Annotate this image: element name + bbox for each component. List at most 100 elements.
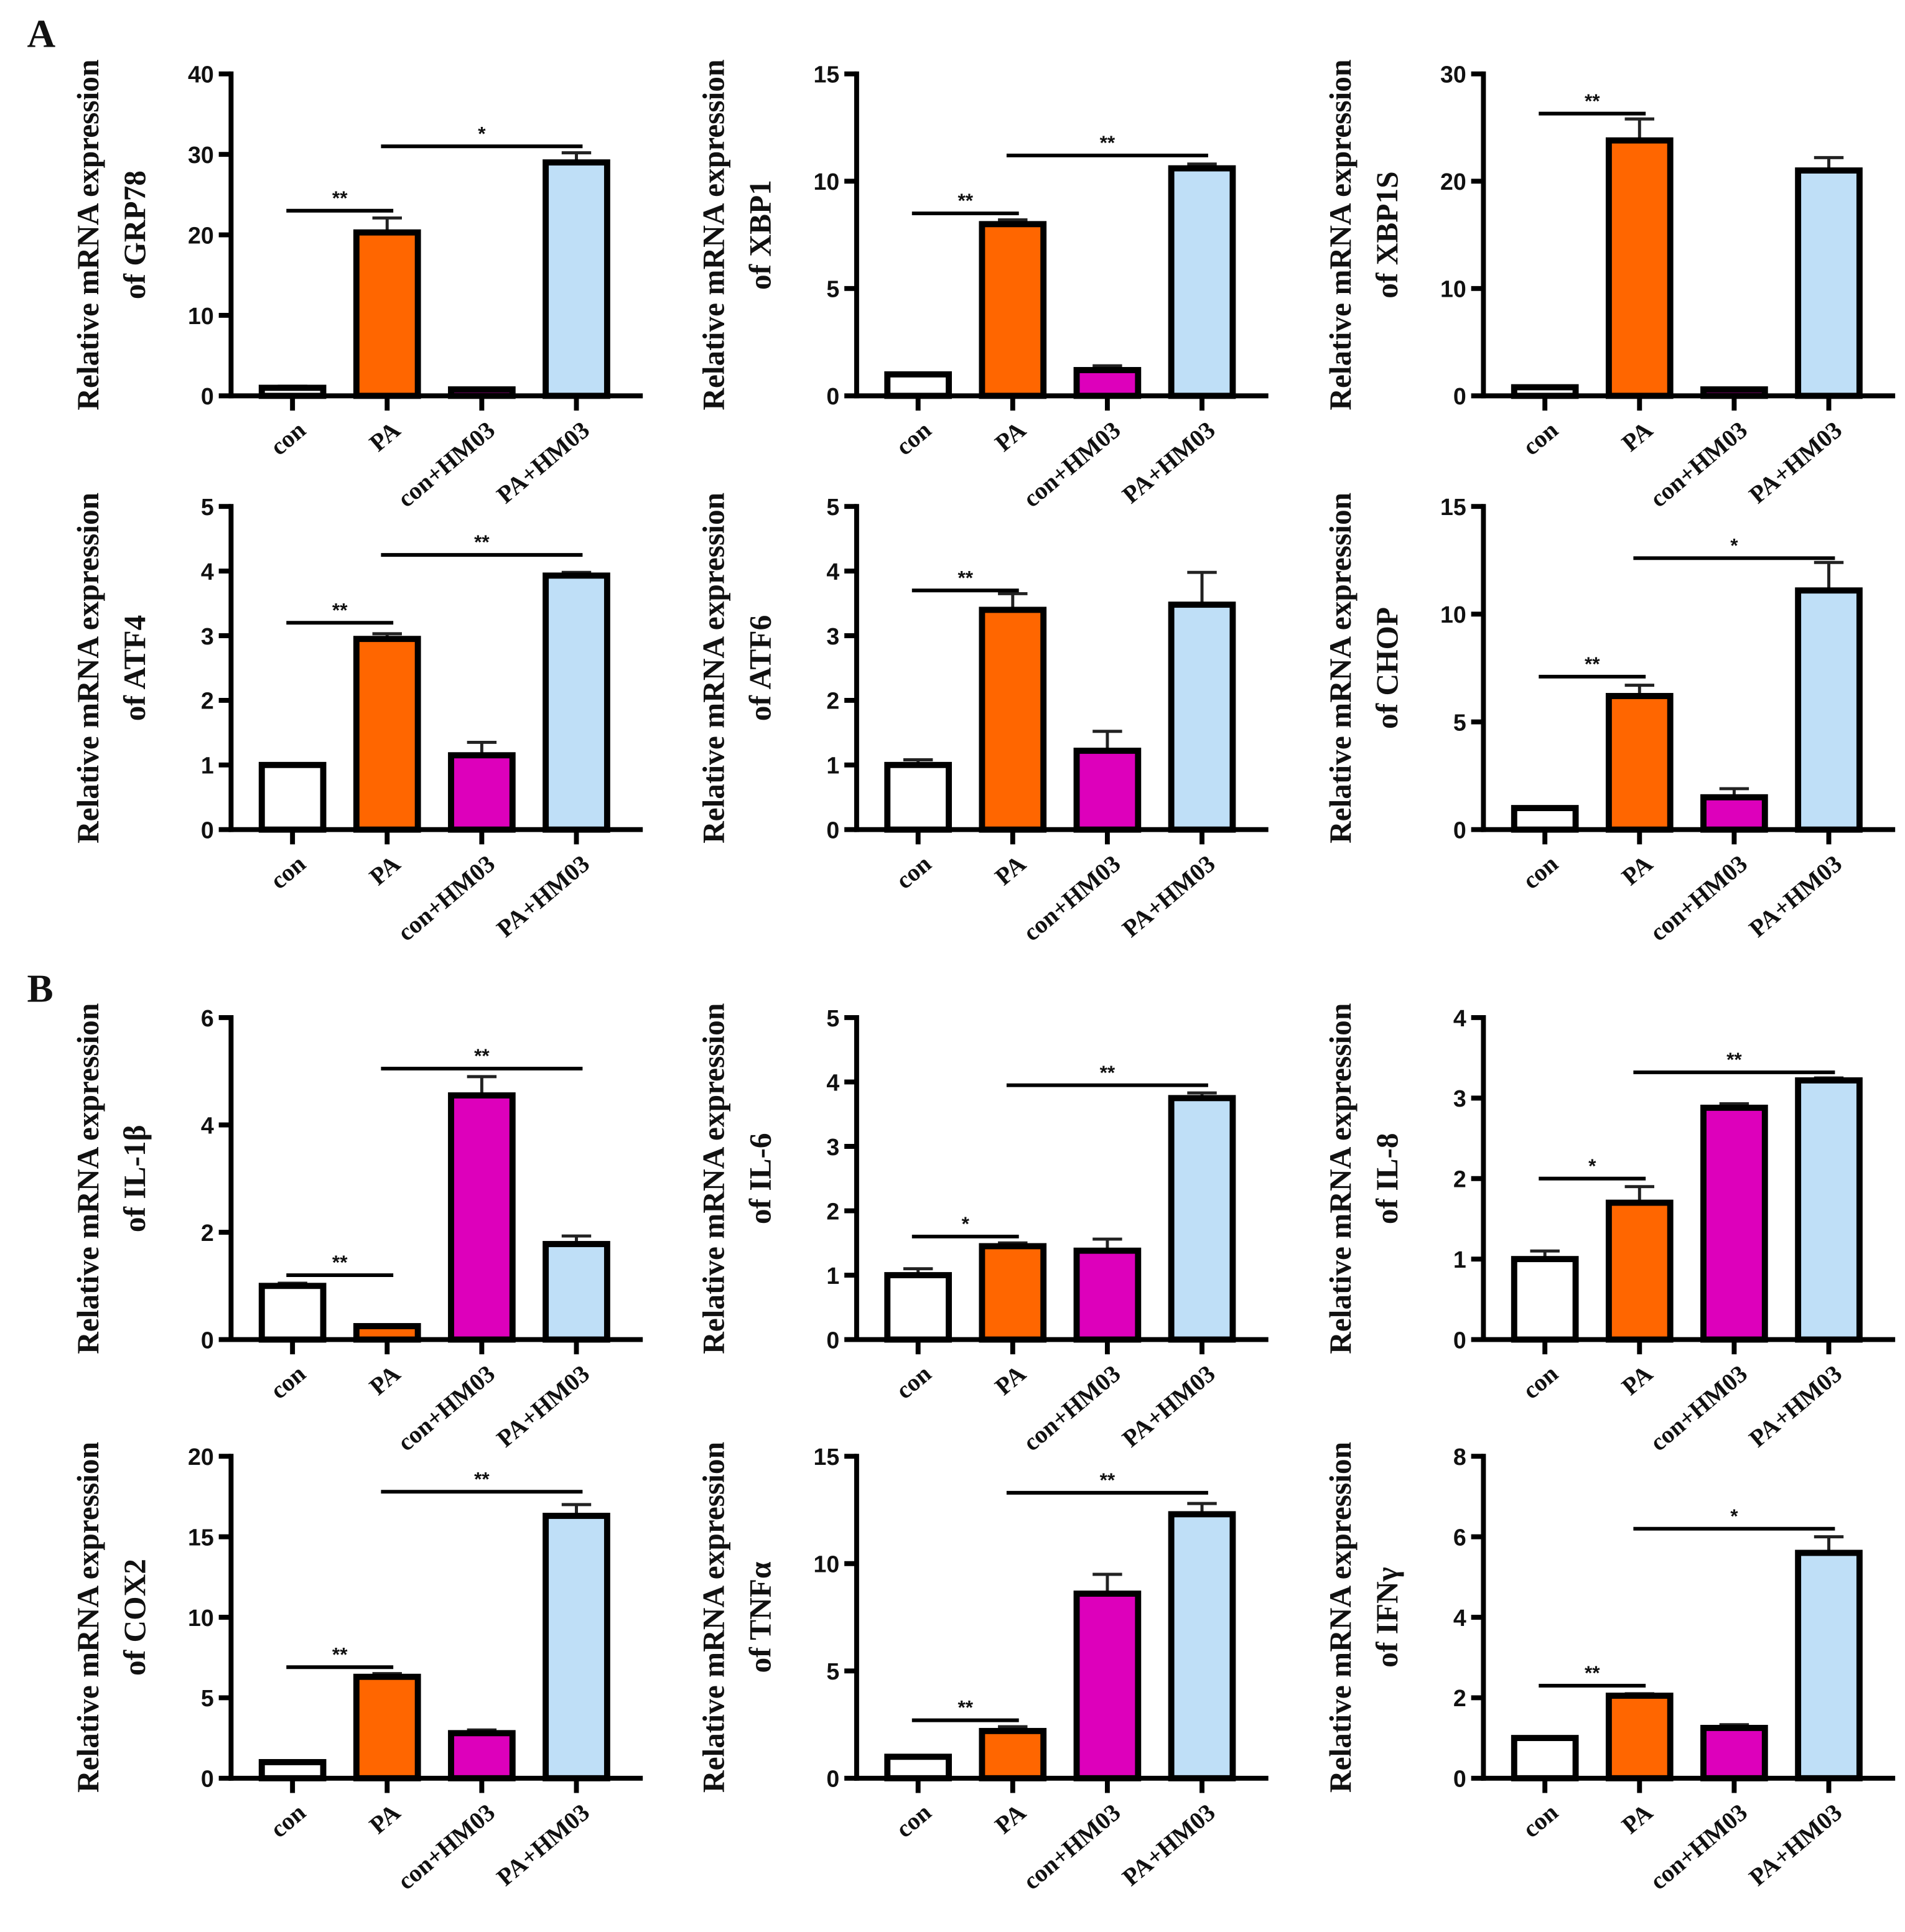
y-tick-label: 40 (188, 62, 214, 88)
significance-label: ** (474, 531, 490, 553)
bar-pa-hm03 (1168, 1511, 1236, 1781)
y-tick-label: 0 (201, 383, 214, 409)
x-tick-label: con (265, 416, 311, 461)
bar-pa-hm03 (1795, 1077, 1863, 1343)
significance-label: ** (332, 1251, 348, 1273)
y-tick-label: 3 (826, 1134, 839, 1160)
y-axis-label: Relative mRNA expression (71, 60, 105, 411)
y-axis-label: Relative mRNA expression (697, 493, 731, 843)
bar-pa (353, 636, 421, 833)
x-tick-label: con+HM03 (1018, 1360, 1125, 1456)
y-tick-label: 4 (826, 1069, 839, 1095)
y-axis-label: of COX2 (118, 1559, 152, 1676)
chart-panel: Relative mRNA expression of IL-1β 0 2 4 6 con P… (71, 1003, 643, 1456)
bar-pa (353, 1323, 421, 1343)
significance-label: ** (957, 566, 973, 588)
chart-panel: Relative mRNA expression of IL-8 0 1 2 3 4 con P… (1323, 1003, 1896, 1456)
y-tick-label: 20 (1440, 169, 1466, 195)
x-tick-label: PA+HM03 (1744, 850, 1847, 942)
bar-pa-hm03 (1168, 601, 1236, 833)
y-tick-label: 0 (826, 1766, 839, 1792)
y-axis-label: of IFNγ (1370, 1567, 1404, 1668)
x-tick-label: PA+HM03 (1744, 1798, 1847, 1891)
bar-con-hm03 (1073, 1247, 1142, 1343)
x-tick-label: PA (1616, 1360, 1658, 1401)
panel-label-a: A (27, 12, 55, 55)
y-axis-label: Relative mRNA expression (697, 1003, 731, 1354)
y-axis-label: Relative mRNA expression (1323, 1003, 1358, 1354)
y-axis-label: of IL-6 (743, 1133, 778, 1224)
x-tick-label: con+HM03 (1018, 416, 1125, 513)
y-tick-label: 30 (1440, 62, 1466, 88)
bar-pa (979, 1243, 1047, 1343)
x-tick-label: PA (990, 416, 1032, 457)
x-tick-label: PA+HM03 (491, 416, 595, 509)
y-axis-label: of XBP1S (1370, 171, 1404, 298)
bar-pa-hm03 (1795, 1549, 1863, 1781)
significance-label: ** (1100, 1061, 1116, 1084)
x-tick-label: con (1517, 1360, 1563, 1405)
bar-con (258, 1283, 327, 1343)
y-tick-label: 6 (201, 1005, 214, 1031)
x-tick-label: con (891, 850, 937, 894)
bar-con (1511, 1735, 1579, 1781)
x-tick-label: con (1517, 850, 1563, 894)
bar-pa-hm03 (1168, 1095, 1236, 1343)
chart-panel: Relative mRNA expression of IL-6 0 1 2 3 4 5 con… (697, 1003, 1269, 1456)
y-tick-label: 0 (1453, 383, 1466, 409)
significance-label: ** (1100, 131, 1116, 154)
bar-con-hm03 (1700, 386, 1768, 399)
bar-con-hm03 (448, 1092, 516, 1343)
y-tick-label: 5 (826, 494, 839, 520)
x-tick-label: con+HM03 (1645, 1360, 1753, 1456)
significance-label: ** (332, 598, 348, 621)
chart-panel: Relative mRNA expression of IFNγ 0 2 4 6 8 con P… (1323, 1442, 1896, 1895)
chart-panel: Relative mRNA expression of CHOP 0 5 10 15 con… (1323, 493, 1896, 947)
chart-panel: Relative mRNA expression of GRP78 0 10 20 30 4… (71, 60, 643, 513)
bar-con (884, 761, 953, 833)
y-tick-label: 10 (188, 303, 214, 329)
bar-pa (353, 229, 421, 399)
x-tick-label: PA (990, 1360, 1032, 1401)
y-tick-label: 15 (188, 1524, 214, 1550)
y-axis-label: of CHOP (1370, 607, 1404, 729)
x-tick-label: PA+HM03 (1117, 850, 1221, 942)
x-tick-label: PA+HM03 (1744, 416, 1847, 509)
bar-con-hm03 (448, 386, 516, 399)
y-axis-label: Relative mRNA expression (71, 493, 105, 843)
significance-label: ** (1100, 1469, 1116, 1491)
bar-con-hm03 (1700, 1104, 1768, 1343)
bar-pa-hm03 (543, 159, 610, 399)
y-tick-label: 5 (201, 494, 214, 520)
bar-con-hm03 (1073, 748, 1142, 833)
y-tick-label: 2 (1453, 1685, 1466, 1711)
y-tick-label: 1 (1453, 1247, 1466, 1273)
y-axis-label: Relative mRNA expression (71, 1442, 105, 1793)
y-tick-label: 20 (188, 1444, 214, 1470)
y-tick-label: 2 (826, 1198, 839, 1224)
x-tick-label: con (1517, 1798, 1563, 1843)
y-tick-label: 5 (826, 276, 839, 302)
significance-label: ** (1726, 1048, 1742, 1070)
y-axis-label: Relative mRNA expression (697, 1442, 731, 1793)
y-axis-label: Relative mRNA expression (71, 1003, 105, 1354)
bar-pa (979, 1727, 1047, 1781)
x-tick-label: con+HM03 (393, 1360, 500, 1456)
x-tick-label: con (265, 1798, 311, 1843)
significance-label: * (962, 1212, 970, 1235)
bar-con-hm03 (448, 1730, 516, 1781)
bar-con (884, 371, 953, 399)
bar-con-hm03 (1700, 794, 1768, 833)
bar-con-hm03 (1700, 1724, 1768, 1781)
y-axis-label: of IL-8 (1370, 1133, 1404, 1224)
chart-panel: Relative mRNA expression of ATF4 0 1 2 3 4 5 con… (71, 493, 643, 947)
panel-label-b: B (27, 967, 53, 1010)
x-tick-label: PA+HM03 (1744, 1360, 1847, 1452)
bar-pa-hm03 (543, 1241, 610, 1343)
bar-con-hm03 (448, 752, 516, 833)
significance-label: ** (332, 1643, 348, 1665)
bar-pa (979, 221, 1047, 399)
bar-con (1511, 805, 1579, 833)
x-tick-label: con (265, 850, 311, 894)
